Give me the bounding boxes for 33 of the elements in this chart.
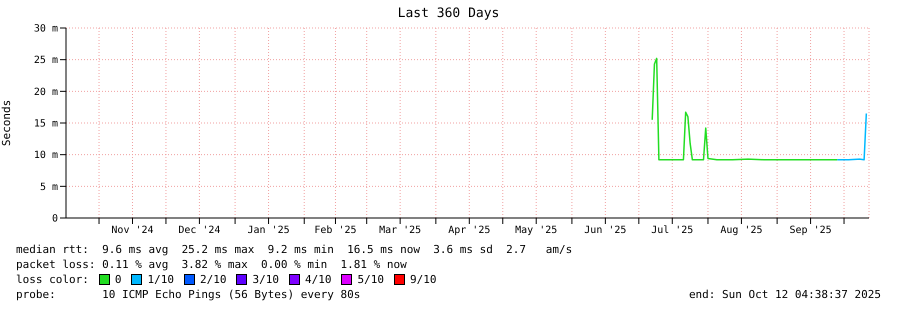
y-tick-label: 5 m: [40, 182, 58, 193]
y-tick-label: 30 m: [34, 24, 58, 35]
legend-title: loss color:: [16, 272, 89, 287]
y-tick-label: 10 m: [34, 150, 58, 162]
y-tick-label: 25 m: [34, 55, 58, 66]
legend-label: 0: [114, 272, 122, 287]
legend-label: 2/10: [200, 272, 226, 287]
x-tick-label: Apr '25: [448, 225, 490, 236]
legend-label: 9/10: [410, 272, 436, 287]
legend-label: 4/10: [304, 272, 332, 287]
y-tick-label: 15 m: [34, 118, 58, 130]
x-tick-label: Sep '25: [789, 225, 832, 236]
text: end: Sun Oct 12 04:38:37 2025: [688, 287, 881, 302]
x-tick-label: May '25: [515, 225, 558, 236]
y-tick-label: 0: [52, 214, 58, 225]
text: median rtt: 9.6 ms avg 25.2 ms max 9.2 ms min 16.5 ms now 3.6 ms sd 2.7 am/s: [16, 242, 574, 257]
x-tick-label: Dec '24: [178, 225, 220, 236]
x-tick-label: Nov '24: [111, 225, 154, 236]
y-tick-label: 20 m: [34, 86, 58, 98]
text: probe: 10 ICMP Echo Pings (56 Bytes) every 80s: [16, 287, 360, 302]
x-tick-label: Jul '25: [651, 225, 694, 236]
x-tick-label: Aug '25: [720, 225, 763, 236]
y-axis-title: Seconds: [0, 100, 13, 146]
x-tick-label: Jan '25: [247, 225, 290, 236]
x-tick-label: Jun '25: [584, 225, 626, 236]
chart-title: Last 360 Days: [396, 5, 500, 22]
x-tick-label: Feb '25: [314, 225, 357, 236]
legend-label: 1/10: [147, 272, 174, 287]
line-series: [651, 58, 838, 160]
text: packet loss: 0.11 % avg 3.82 % max 0.00 % min 1.81 % now: [16, 257, 408, 272]
legend-label: 3/10: [252, 272, 279, 287]
x-tick-label: Mar '25: [379, 225, 422, 236]
legend-label: 5/10: [357, 272, 384, 287]
